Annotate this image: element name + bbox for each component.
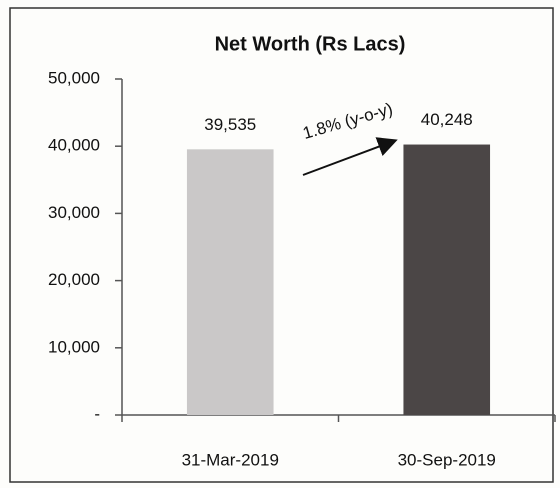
chart-border: [9, 7, 554, 483]
chart-title: Net Worth (Rs Lacs): [215, 33, 406, 55]
y-tick-label: 40,000: [48, 136, 100, 155]
x-tick-label: 31-Mar-2019: [182, 450, 279, 469]
bar: [186, 149, 274, 415]
annotation-arrow: [302, 137, 398, 176]
y-tick-label: 30,000: [48, 203, 100, 222]
y-tick-label: 20,000: [48, 270, 100, 289]
x-tick-label: 30-Sep-2019: [398, 450, 496, 469]
value-label: 40,248: [421, 110, 473, 129]
annotation: 1.8% (y-o-y): [301, 99, 395, 143]
bar: [403, 144, 491, 415]
value-label: 39,535: [204, 115, 256, 134]
y-tick-label: 50,000: [48, 68, 100, 87]
annotation-group: 1.8% (y-o-y): [301, 99, 395, 143]
y-tick-label: 10,000: [48, 337, 100, 356]
y-tick-label: -: [94, 404, 100, 423]
